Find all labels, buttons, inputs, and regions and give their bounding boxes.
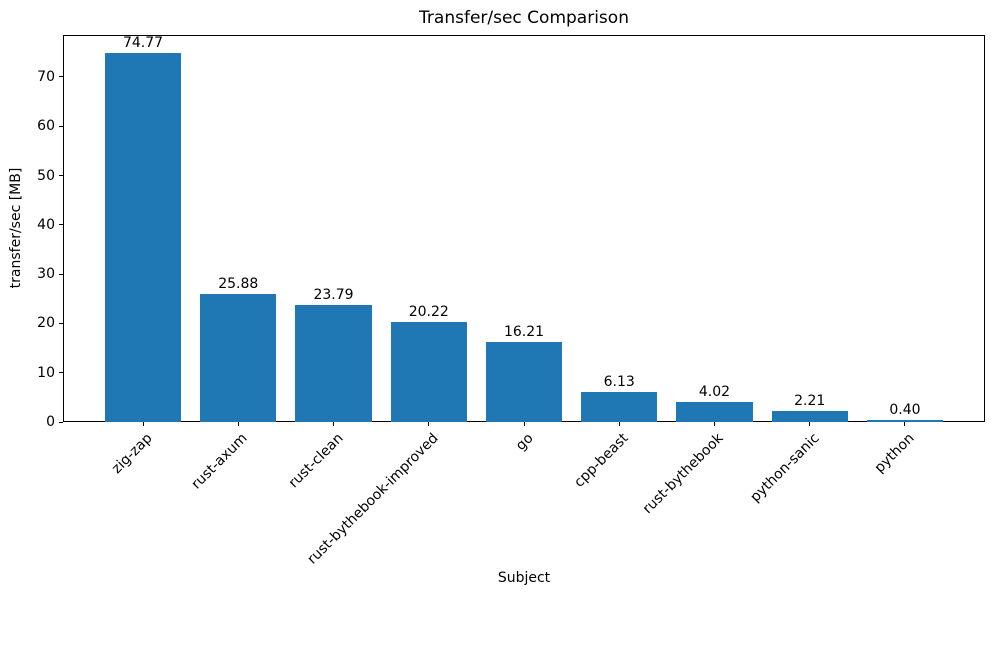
x-tick-label-rust-clean: rust-clean <box>285 430 347 492</box>
x-tick-mark <box>618 422 620 426</box>
x-tick-label-python-sanic: python-sanic <box>747 430 823 506</box>
x-tick-mark <box>904 422 906 426</box>
x-tick-mark <box>809 422 811 426</box>
bar-value-label: 20.22 <box>408 304 449 321</box>
x-tick-mark <box>713 422 715 426</box>
y-tick-mark <box>59 421 63 423</box>
y-tick-mark <box>59 322 63 324</box>
y-tick-mark <box>59 273 63 275</box>
x-tick-mark <box>428 422 430 426</box>
chart-title: Transfer/sec Comparison <box>419 8 629 28</box>
bar-value-label: 16.21 <box>503 324 545 341</box>
x-axis-label: Subject <box>497 570 551 586</box>
bar-value-label: 25.88 <box>218 276 259 293</box>
bar-chart-figure: Transfer/sec Comparison transfer/sec [MB… <box>8 8 985 586</box>
bar-cpp-beast <box>581 391 658 422</box>
x-tick-label-go: go <box>512 430 537 454</box>
y-tick-mark <box>59 372 63 374</box>
y-tick-label: 50 <box>37 167 55 184</box>
y-tick-label: 40 <box>37 216 55 233</box>
bar-value-label: 4.02 <box>698 384 731 401</box>
bar-value-label: 2.21 <box>794 393 826 410</box>
x-tick-label-python: python <box>871 430 918 477</box>
x-tick-label-rust-axum: rust-axum <box>188 430 251 493</box>
bar-value-label: 74.77 <box>122 35 164 52</box>
x-tick-mark <box>333 422 334 426</box>
bar-value-label: 0.40 <box>889 402 921 419</box>
y-tick-mark <box>59 125 63 127</box>
bar-python-sanic <box>771 411 848 422</box>
bar-rust-bythebook-improved <box>390 322 467 422</box>
x-tick-mark <box>523 422 525 426</box>
x-tick-label-rust-bythebook: rust-bythebook <box>640 430 728 518</box>
bar-python <box>866 420 944 422</box>
y-tick-label: 60 <box>37 118 55 135</box>
bar-zig-zap <box>104 53 182 422</box>
bar-value-label: 23.79 <box>313 286 354 303</box>
x-tick-label-cpp-beast: cpp-beast <box>571 430 632 491</box>
y-tick-label: 30 <box>37 266 55 283</box>
bar-rust-bythebook <box>676 402 753 422</box>
x-tick-mark <box>237 422 239 426</box>
y-tick-mark <box>59 175 63 176</box>
y-tick-label: 20 <box>37 315 55 332</box>
y-tick-label: 70 <box>37 68 55 85</box>
bar-rust-clean <box>295 304 372 422</box>
y-tick-label: 0 <box>46 414 55 430</box>
bar-rust-axum <box>200 294 277 422</box>
y-tick-mark <box>59 76 63 78</box>
bar-go <box>485 342 563 422</box>
x-tick-mark <box>142 422 144 426</box>
y-tick-mark <box>59 224 63 226</box>
bar-value-label: 6.13 <box>603 373 635 390</box>
y-tick-label: 10 <box>37 364 55 381</box>
x-tick-label-rust-bythebook-improved: rust-bythebook-improved <box>304 430 442 568</box>
